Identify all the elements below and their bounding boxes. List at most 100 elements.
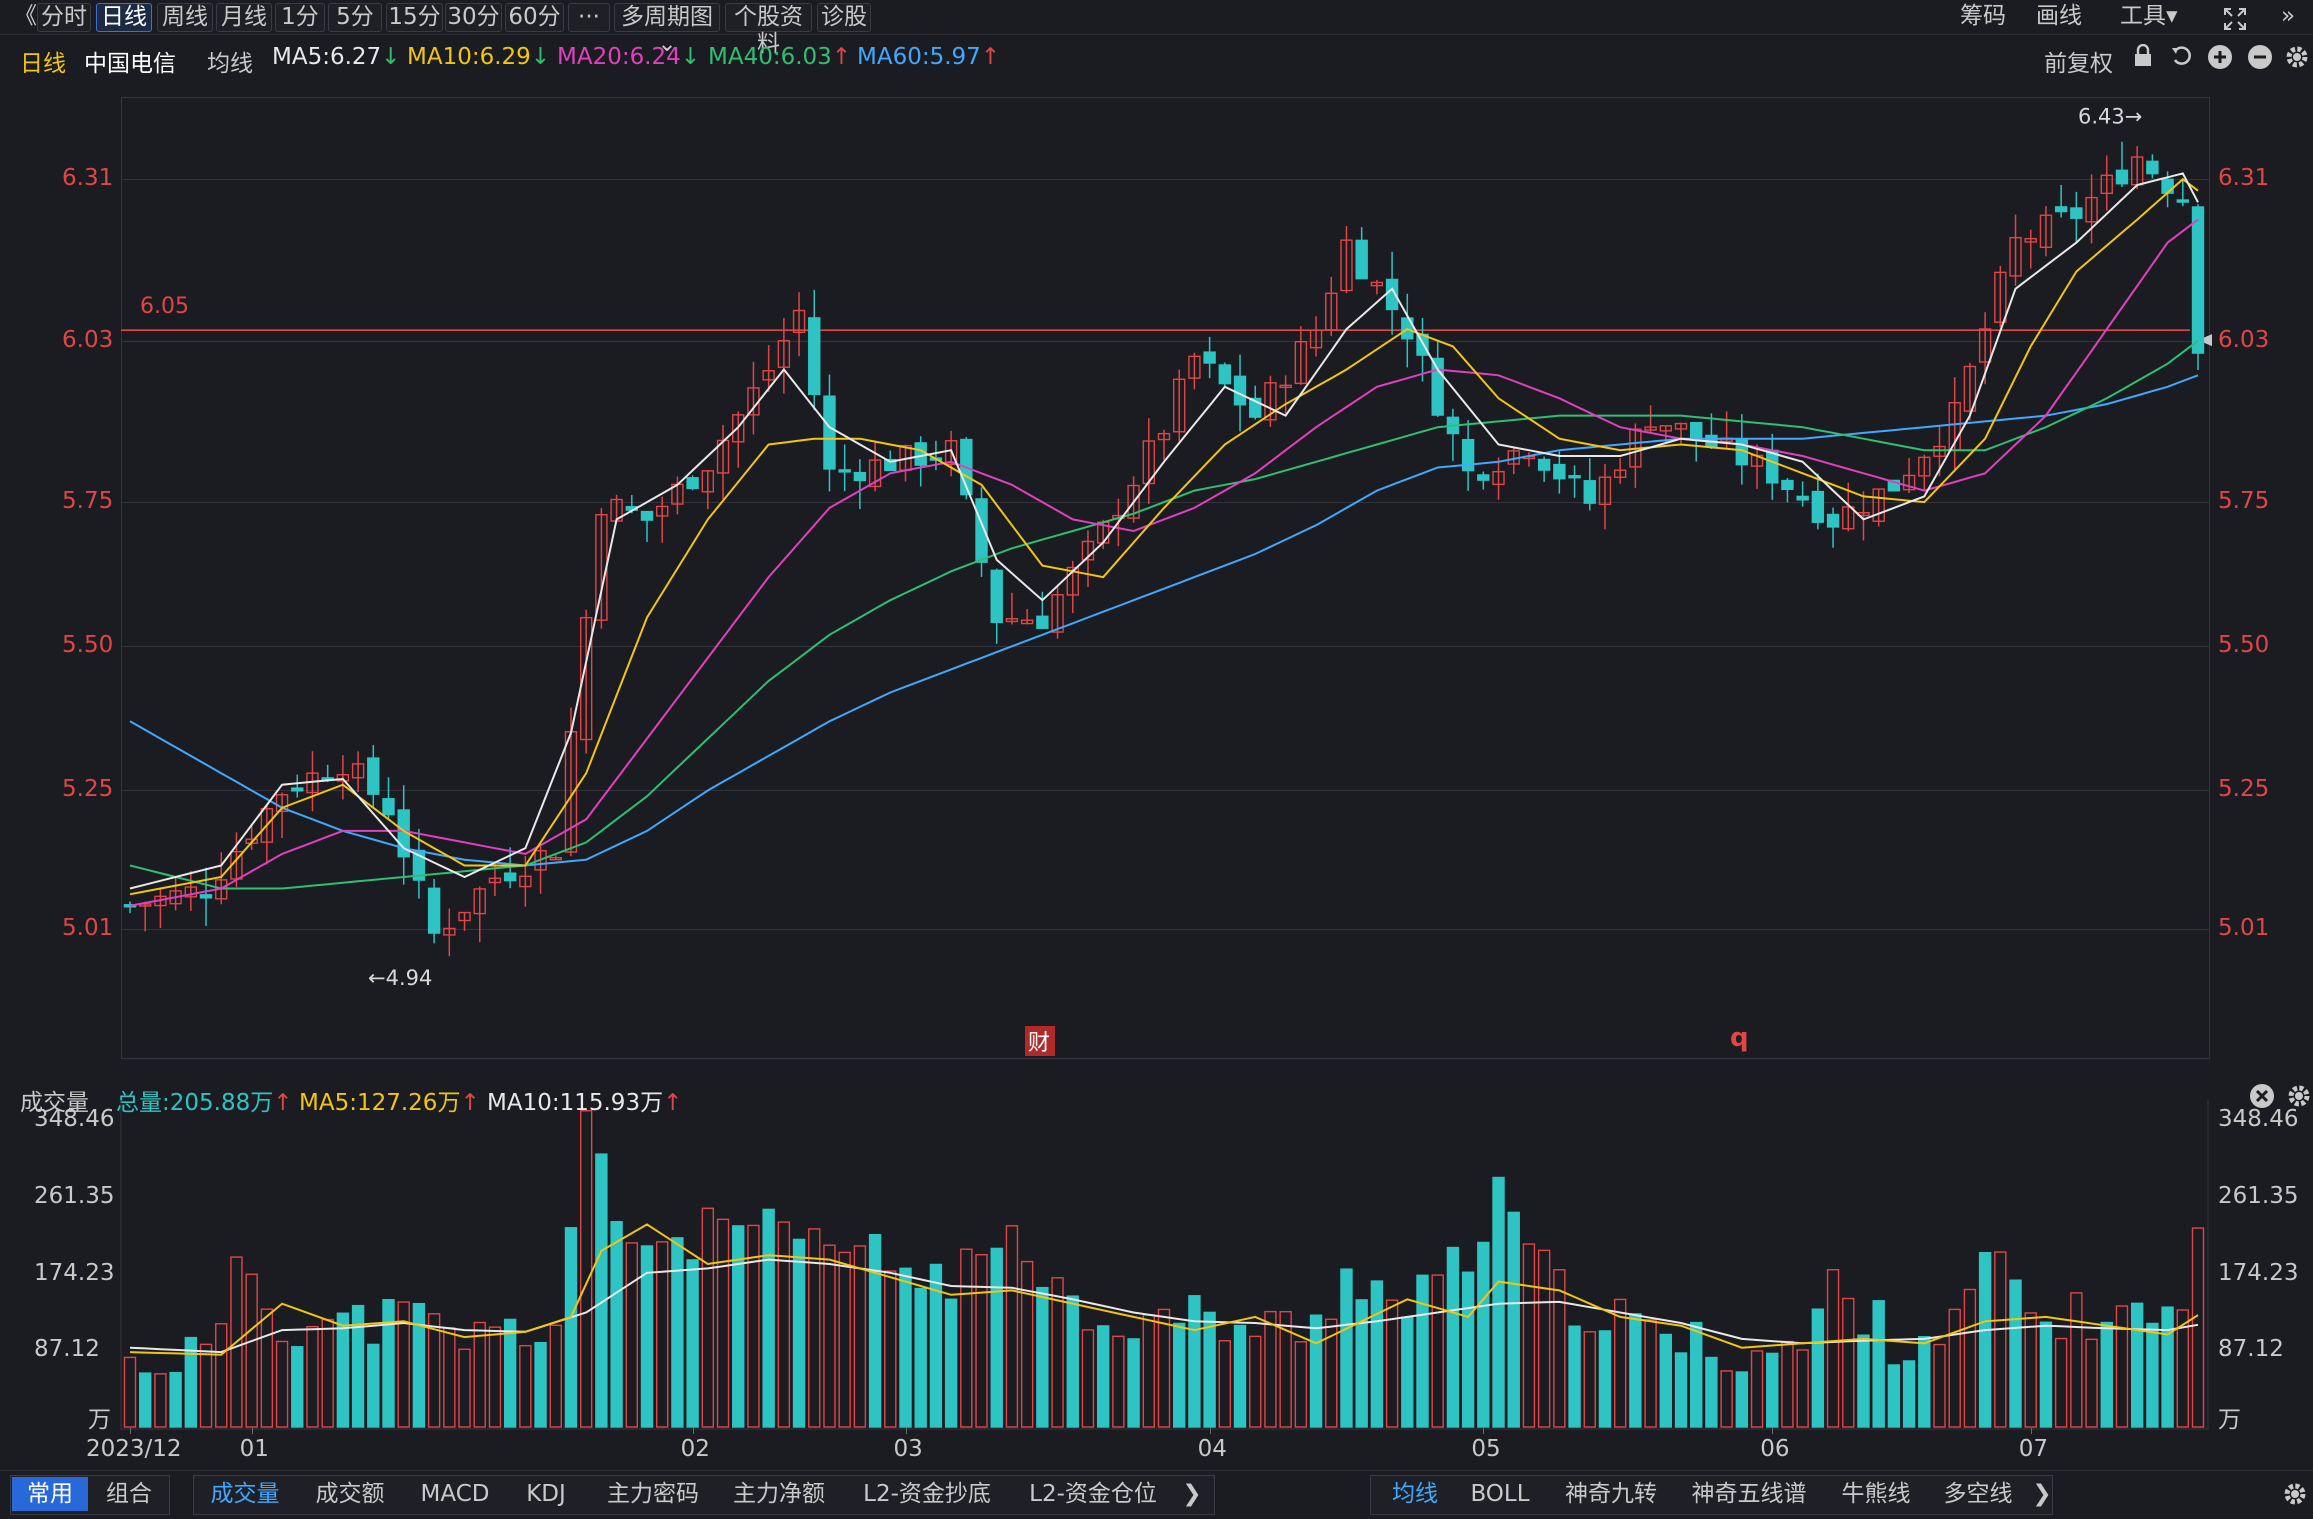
volume-bar	[1066, 1295, 1079, 1428]
candle-body	[808, 317, 821, 395]
mid-more-icon[interactable]: ❯	[1182, 1481, 1202, 1507]
tab-volume[interactable]: 成交量	[210, 1481, 280, 1507]
stock-name: 中国电信	[84, 51, 176, 77]
candlestick-chart[interactable]: 6.05 6.43→ ←4.94 财 q	[0, 0, 2313, 1070]
volume-chart[interactable]	[0, 1100, 2313, 1470]
vol-ma10-readout: MA10:115.93万↑	[487, 1083, 682, 1117]
candle-body	[944, 440, 958, 466]
tab-kdj[interactable]: KDJ	[526, 1481, 566, 1507]
volume-bar	[2009, 1279, 2022, 1428]
date-tick-label: 07	[2018, 1436, 2049, 1462]
date-tick-label: 01	[239, 1436, 269, 1462]
date-tick-label: 06	[1760, 1436, 1790, 1462]
tab-common[interactable]: 常用	[12, 1477, 88, 1511]
price-adjust-selector[interactable]: 前复权	[2044, 51, 2113, 77]
financial-report-marker: 财	[1028, 1031, 1050, 1056]
last-price-marker-icon	[2198, 334, 2212, 347]
zoom-out-icon[interactable]	[2247, 44, 2273, 76]
candle-body	[336, 773, 350, 782]
tab-main-code[interactable]: 主力密码	[607, 1481, 699, 1507]
tab-turnover[interactable]: 成交额	[315, 1481, 385, 1507]
volume-info-bar: 成交量 总量:205.88万↑ MA5:127.26万↑ MA10:115.93…	[0, 1077, 2313, 1117]
chip-distribution-button[interactable]: 筹码	[1960, 3, 2006, 29]
tab-30min[interactable]: 30分	[445, 3, 502, 32]
tab-l2-bottom[interactable]: L2-资金抄底	[863, 1481, 991, 1507]
multi-period-dropdown[interactable]: 多周期图 ⌄	[614, 3, 720, 57]
candle-body	[473, 888, 486, 915]
vol-ma10-arrow-icon: ↑	[663, 1090, 683, 1116]
tab-boll[interactable]: BOLL	[1470, 1481, 1530, 1507]
tools-menu[interactable]: 工具▾	[2120, 3, 2178, 30]
tab-60min[interactable]: 60分	[505, 3, 564, 32]
volume-bar	[1218, 1340, 1232, 1428]
volume-bar	[1142, 1314, 1155, 1428]
tab-1min[interactable]: 1分	[275, 3, 325, 32]
ma5-readout: MA5:6.27↓	[272, 44, 400, 70]
tab-main-net[interactable]: 主力净额	[733, 1481, 825, 1507]
volume-bar	[914, 1287, 927, 1428]
volume-bar	[1750, 1350, 1764, 1428]
volume-bar	[686, 1259, 699, 1428]
candle-body	[732, 414, 745, 443]
candle-body	[838, 469, 851, 473]
candle-body	[1431, 357, 1444, 416]
candle-body	[1036, 615, 1049, 629]
volume-bar	[990, 1247, 1003, 1428]
settings-icon[interactable]	[2284, 44, 2310, 76]
volume-bar	[1720, 1370, 1733, 1428]
zoom-in-icon[interactable]	[2207, 44, 2233, 76]
tab-macd[interactable]: MACD	[420, 1481, 490, 1507]
candle-body	[260, 808, 274, 843]
draw-line-button[interactable]: 画线	[2036, 3, 2082, 29]
collapse-right-icon[interactable]: »	[2281, 3, 2296, 29]
volume-bar	[1933, 1343, 1946, 1428]
tab-td9[interactable]: 神奇九转	[1565, 1481, 1657, 1507]
price-tick-label: 5.75	[2218, 488, 2270, 515]
tab-bull-bear[interactable]: 牛熊线	[1841, 1481, 1911, 1507]
candle-body	[1978, 328, 1992, 363]
close-pane-icon[interactable]	[2249, 1083, 2275, 1115]
volume-bar	[1446, 1246, 1460, 1428]
candle-body	[1598, 476, 1612, 506]
tab-weekly[interactable]: 周线	[157, 3, 213, 32]
right-more-icon[interactable]: ❯	[2032, 1481, 2052, 1507]
tab-15min[interactable]: 15分	[386, 3, 443, 32]
expand-icon[interactable]	[2222, 3, 2248, 30]
candle-body	[1233, 375, 1247, 406]
tab-daily[interactable]: 日线	[96, 3, 152, 32]
volume-bar	[1294, 1341, 1308, 1428]
tab-combo[interactable]: 组合	[106, 1481, 152, 1507]
volume-bar	[625, 1242, 638, 1428]
tab-long-short[interactable]: 多空线	[1943, 1481, 2013, 1507]
tab-l2-position[interactable]: L2-资金仓位	[1029, 1481, 1157, 1507]
tab-intraday[interactable]: 分时	[37, 3, 91, 32]
candle-body	[443, 927, 456, 936]
volume-settings-icon[interactable]	[2286, 1083, 2312, 1115]
volume-bar	[321, 1318, 334, 1428]
tab-five-lines[interactable]: 神奇五线谱	[1691, 1481, 1807, 1507]
back-arrow-icon[interactable]: 《	[14, 3, 37, 29]
bottom-settings-icon[interactable]	[2280, 1477, 2310, 1511]
volume-bar	[1918, 1336, 1931, 1428]
tab-5min[interactable]: 5分	[328, 3, 382, 32]
price-tick-label: 6.03	[62, 326, 114, 353]
volume-bar	[1735, 1371, 1749, 1428]
candle-body	[1264, 382, 1277, 421]
lock-icon[interactable]	[2132, 43, 2154, 74]
volume-bar	[2191, 1227, 2205, 1428]
tab-ma[interactable]: 均线	[1392, 1481, 1438, 1507]
volume-bar	[1127, 1338, 1140, 1428]
undo-icon[interactable]	[2170, 44, 2194, 74]
mid-tab-group	[193, 1475, 1215, 1515]
volume-bar	[1644, 1319, 1657, 1428]
volume-bar	[2115, 1305, 2129, 1428]
tab-monthly[interactable]: 月线	[216, 3, 272, 32]
more-periods-button[interactable]: ···	[568, 3, 610, 32]
volume-bar	[215, 1323, 228, 1428]
volume-bar	[1416, 1274, 1429, 1428]
volume-bar	[351, 1304, 365, 1428]
volume-bar	[1766, 1352, 1779, 1428]
volume-bar	[808, 1228, 821, 1428]
stock-profile-button[interactable]: 个股资料	[725, 3, 812, 57]
diagnose-button[interactable]: 诊股	[817, 3, 871, 32]
